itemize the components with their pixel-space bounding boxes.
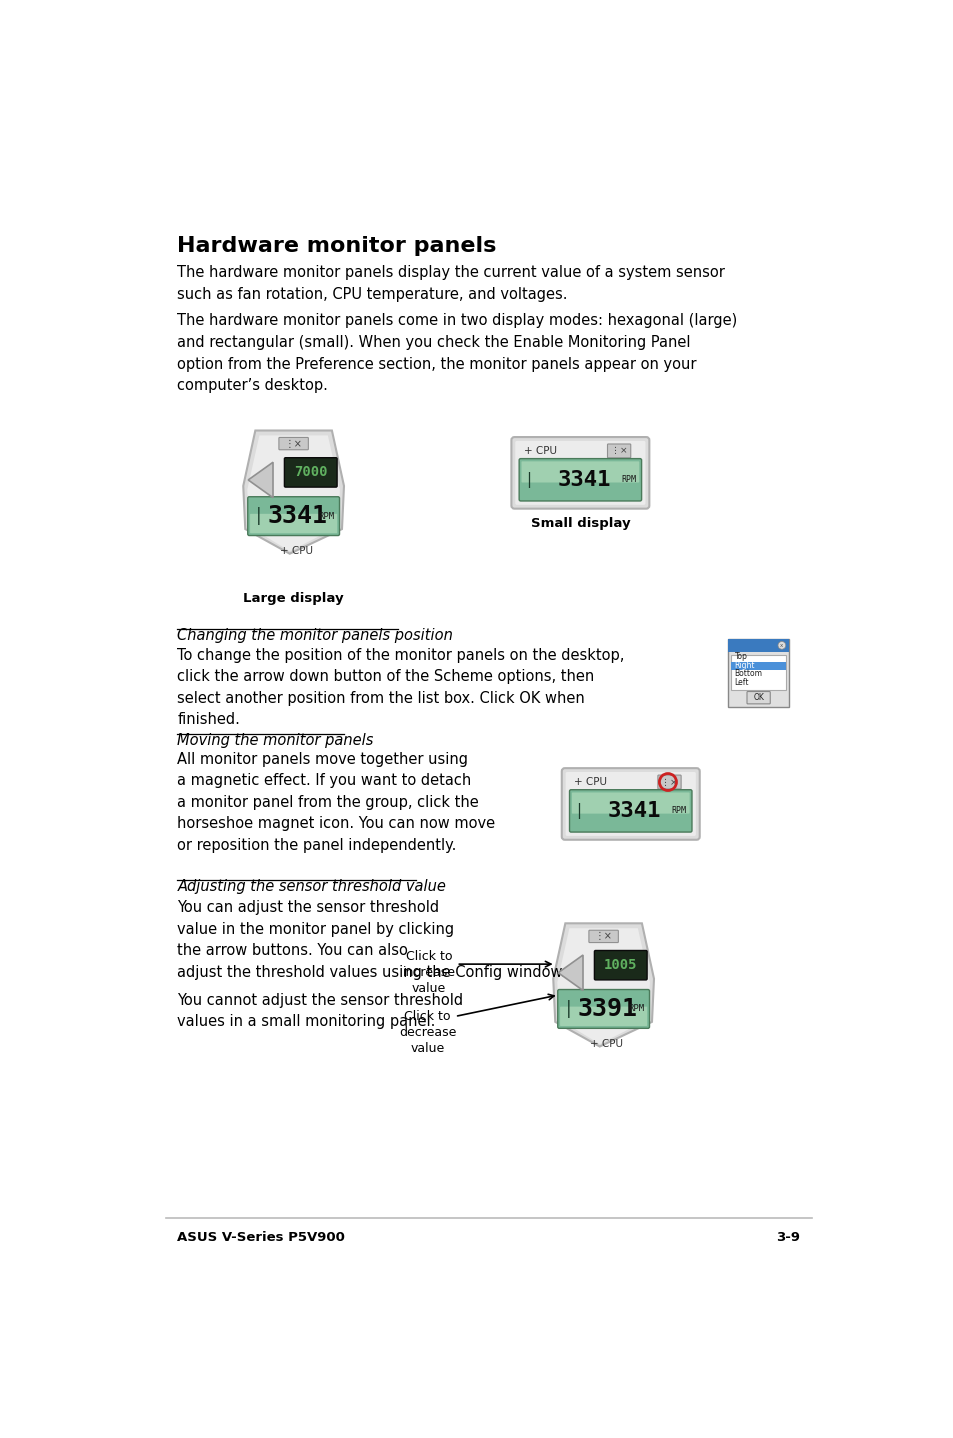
FancyBboxPatch shape [521, 462, 639, 483]
Text: RPM: RPM [671, 807, 686, 815]
Text: Click to
increase
value: Click to increase value [402, 951, 456, 995]
Text: 3341: 3341 [557, 470, 610, 490]
Text: |: | [576, 802, 581, 818]
FancyBboxPatch shape [559, 1007, 646, 1027]
FancyBboxPatch shape [594, 951, 646, 979]
Text: + CPU: + CPU [279, 545, 313, 555]
FancyBboxPatch shape [518, 459, 641, 500]
Text: |: | [525, 472, 531, 487]
Polygon shape [247, 436, 339, 551]
Text: RPM: RPM [317, 512, 334, 521]
Text: You can adjust the sensor threshold
value in the monitor panel by clicking
the a: You can adjust the sensor threshold valu… [177, 900, 566, 981]
Text: x: x [780, 643, 782, 649]
Text: ⋮×: ⋮× [594, 932, 612, 942]
Text: You cannot adjust the sensor threshold
values in a small monitoring panel.: You cannot adjust the sensor threshold v… [177, 992, 463, 1030]
Text: 1005: 1005 [603, 958, 637, 972]
Text: Bottom: Bottom [734, 669, 761, 679]
FancyBboxPatch shape [658, 775, 680, 789]
FancyBboxPatch shape [561, 768, 699, 840]
Text: + CPU: + CPU [574, 777, 606, 787]
FancyBboxPatch shape [278, 437, 308, 450]
Text: Moving the monitor panels: Moving the monitor panels [177, 733, 374, 748]
Text: ASUS V-Series P5V900: ASUS V-Series P5V900 [177, 1231, 345, 1244]
Text: 7000: 7000 [294, 466, 327, 479]
Text: Left: Left [734, 677, 748, 687]
FancyBboxPatch shape [565, 772, 695, 835]
FancyBboxPatch shape [248, 496, 339, 535]
Text: ⋮×: ⋮× [610, 446, 627, 456]
Text: Click to
decrease
value: Click to decrease value [398, 1011, 456, 1055]
Text: Hardware monitor panels: Hardware monitor panels [177, 236, 497, 256]
Polygon shape [248, 462, 273, 498]
Bar [731, 654, 785, 690]
Text: Adjusting the sensor threshold value: Adjusting the sensor threshold value [177, 880, 446, 894]
Text: RPM: RPM [627, 1004, 643, 1014]
Text: All monitor panels move together using
a magnetic effect. If you want to detach
: All monitor panels move together using a… [177, 752, 495, 853]
FancyBboxPatch shape [250, 513, 336, 533]
Text: Changing the monitor panels position: Changing the monitor panels position [177, 628, 453, 643]
Polygon shape [553, 923, 654, 1047]
FancyBboxPatch shape [607, 444, 630, 457]
Bar [728, 638, 788, 651]
Text: ⋮×: ⋮× [284, 439, 302, 449]
Text: The hardware monitor panels display the current value of a system sensor
such as: The hardware monitor panels display the … [177, 265, 724, 302]
Text: The hardware monitor panels come in two display modes: hexagonal (large)
and rec: The hardware monitor panels come in two … [177, 313, 737, 393]
Text: + CPU: + CPU [523, 446, 557, 456]
Text: |: | [565, 999, 571, 1018]
FancyBboxPatch shape [569, 789, 691, 833]
FancyBboxPatch shape [515, 441, 645, 505]
FancyBboxPatch shape [746, 692, 769, 703]
Text: 3341: 3341 [267, 505, 327, 528]
FancyBboxPatch shape [588, 930, 618, 942]
Polygon shape [243, 430, 344, 554]
Text: 3-9: 3-9 [776, 1231, 800, 1244]
FancyBboxPatch shape [511, 437, 649, 509]
Text: To change the position of the monitor panels on the desktop,
click the arrow dow: To change the position of the monitor pa… [177, 647, 624, 728]
Polygon shape [557, 929, 649, 1044]
Text: OK: OK [753, 693, 763, 702]
FancyBboxPatch shape [728, 638, 788, 707]
Text: Large display: Large display [243, 592, 344, 605]
Bar [731, 661, 785, 670]
Text: Top: Top [734, 653, 747, 661]
Text: RPM: RPM [620, 476, 636, 485]
FancyBboxPatch shape [558, 989, 649, 1028]
Circle shape [778, 641, 785, 649]
Text: |: | [255, 508, 261, 525]
Text: 3391: 3391 [577, 997, 637, 1021]
FancyBboxPatch shape [571, 792, 689, 814]
Text: ⋮×: ⋮× [660, 778, 677, 787]
FancyBboxPatch shape [284, 457, 336, 487]
Text: + CPU: + CPU [589, 1038, 622, 1048]
Text: Small display: Small display [530, 516, 630, 529]
Text: Right: Right [734, 661, 755, 670]
Polygon shape [558, 955, 582, 991]
Text: 3341: 3341 [607, 801, 660, 821]
